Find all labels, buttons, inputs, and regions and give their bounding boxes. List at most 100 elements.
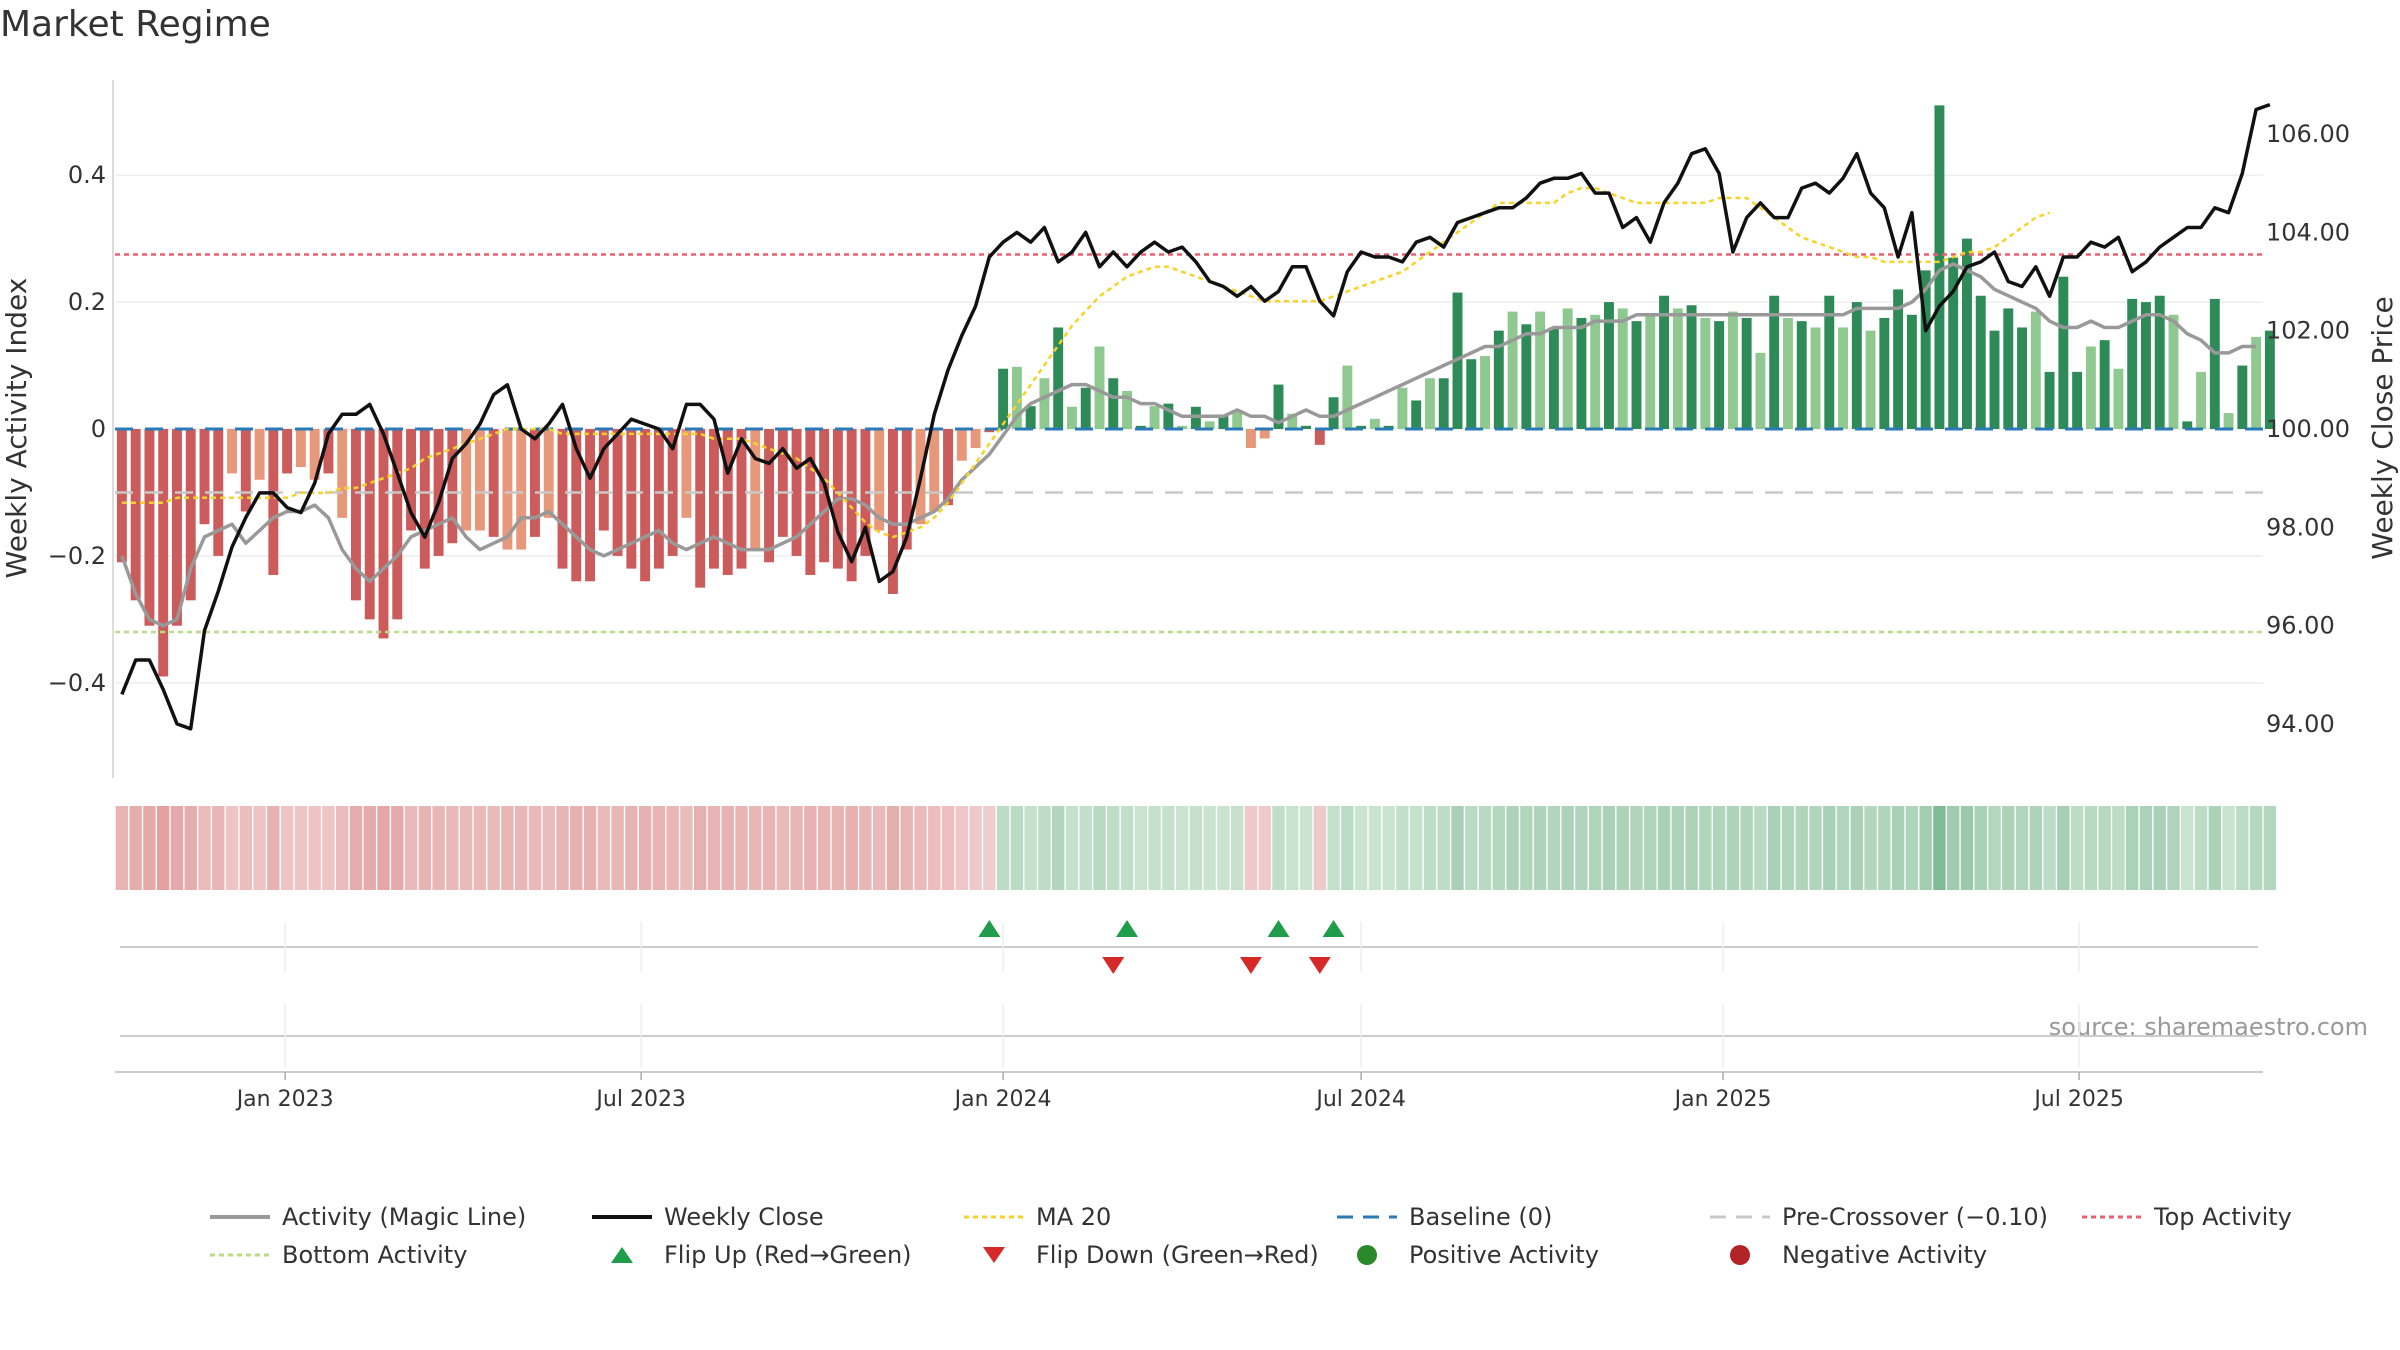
legend-label-baseline: Baseline (0) — [1409, 1203, 1553, 1231]
histogram-bar — [1149, 406, 1160, 429]
regime-strip-cell — [1726, 806, 1740, 890]
histogram-bar — [1232, 409, 1243, 429]
histogram-bar — [1301, 425, 1311, 429]
histogram-bar — [722, 429, 733, 575]
histogram-bar — [1397, 387, 1408, 429]
left-tick-label: 0 — [91, 415, 106, 443]
histogram-bar — [406, 429, 416, 531]
regime-strip-cell — [1451, 806, 1464, 890]
regime-strip-cell — [1671, 806, 1685, 890]
regime-strip-cell — [1864, 806, 1877, 890]
legend-item-activity: Activity (Magic Line) — [210, 1198, 526, 1236]
regime-strip-cell — [1712, 806, 1726, 890]
histogram-bar — [474, 429, 485, 531]
histogram-bar — [433, 429, 444, 556]
regime-strip-cell — [294, 806, 308, 890]
histogram-bar — [1273, 384, 1284, 429]
left-tick-label: −0.4 — [48, 669, 106, 697]
y-axis-label-left: Weekly Activity Index — [0, 278, 33, 579]
regime-strip-cell — [1203, 806, 1216, 890]
histogram-bar — [1700, 317, 1711, 429]
histogram-bar — [956, 429, 967, 461]
histogram-bar — [1080, 387, 1091, 429]
x-tick-labels: Jan 2023 Jul 2023 Jan 2024 Jul 2024 Jan 2025… — [235, 1072, 2124, 1112]
histogram-bar — [1562, 308, 1573, 429]
histogram-bar — [1906, 314, 1917, 429]
flip-markers-panel — [120, 920, 2258, 974]
flip-down-marker — [1102, 957, 1125, 974]
regime-strip-cell — [2249, 806, 2263, 890]
histogram-bar — [172, 429, 182, 626]
legend-item-flip-up: Flip Up (Red→Green) — [592, 1236, 912, 1274]
regime-strip-cell — [1657, 806, 1671, 890]
histogram-bar — [984, 429, 995, 433]
histogram-bar — [2223, 413, 2234, 429]
right-tick-label: 100.00 — [2266, 415, 2350, 443]
regime-strip-cell — [1699, 806, 1712, 890]
histogram-bar — [1425, 378, 1435, 429]
regime-strip-cell — [583, 806, 597, 890]
histogram-bar — [1893, 289, 1904, 429]
histogram-bar — [1962, 238, 1972, 429]
histogram-bar — [488, 429, 499, 537]
histogram-bar — [1218, 416, 1229, 429]
histogram-bar — [1204, 421, 1215, 429]
histogram-bar — [144, 429, 155, 626]
legend-item-flip-down: Flip Down (Green→Red) — [964, 1236, 1319, 1274]
regime-strip-cell — [1258, 806, 1271, 890]
regime-strip-cell — [2002, 806, 2015, 890]
regime-strip-cell — [391, 806, 404, 890]
regime-strip-cell — [1244, 806, 1258, 890]
histogram-bar — [1645, 314, 1656, 429]
regime-strip-cell — [1506, 806, 1519, 890]
histogram-bar — [1659, 295, 1669, 429]
legend-row-2: Bottom Activity Flip Up (Red→Green) Flip… — [210, 1236, 2360, 1274]
regime-strip-cell — [638, 806, 652, 890]
histogram-bar — [1177, 425, 1188, 429]
histogram-bar — [998, 368, 1009, 429]
histogram-bar — [419, 429, 430, 569]
histogram-bar — [1934, 105, 1945, 429]
regime-strip-cell — [941, 806, 955, 890]
regime-strip-cell — [928, 806, 941, 890]
regime-strip-cell — [900, 806, 913, 890]
regime-strip-cell — [473, 806, 487, 890]
legend-swatch-pre-crossover — [1710, 1215, 1770, 1219]
histogram-bar — [1025, 406, 1036, 429]
histogram-bar — [1328, 397, 1339, 429]
histogram-bar — [1135, 425, 1146, 429]
regime-strip-cell — [680, 806, 693, 890]
regime-strip-cell — [349, 806, 363, 890]
histogram-bar — [1576, 317, 1587, 429]
regime-strip-cell — [1327, 806, 1340, 890]
regime-strip-cell — [322, 806, 335, 890]
histogram-bar — [364, 429, 375, 620]
regime-strip-cell — [1630, 806, 1643, 890]
regime-strip-cell — [2139, 806, 2153, 890]
histogram-bar — [1879, 317, 1890, 429]
histogram-bar — [268, 429, 279, 575]
regime-strip-cell — [1988, 806, 2001, 890]
histogram-bar — [1975, 295, 1986, 429]
regime-strip-cell — [487, 806, 500, 890]
histogram-bar — [1011, 366, 1022, 429]
regime-strip-cell — [432, 806, 445, 890]
regime-strip-cell — [1795, 806, 1808, 890]
regime-strip-cell — [1561, 806, 1574, 890]
histogram-bar — [1314, 429, 1325, 445]
histogram-bar — [2168, 314, 2179, 429]
histogram-bar — [1824, 295, 1835, 429]
histogram-bar — [337, 429, 348, 518]
histogram-bar — [1851, 302, 1862, 429]
regime-strip-cell — [1767, 806, 1781, 890]
histogram-bar — [2154, 295, 2165, 429]
histogram-bar — [1796, 321, 1807, 429]
regime-strip-cell — [225, 806, 239, 890]
histogram-bar — [2237, 365, 2248, 429]
histogram-bar — [585, 429, 595, 582]
histogram-bar — [116, 429, 127, 563]
page-title: Market Regime — [0, 4, 271, 45]
regime-strip-cell — [1409, 806, 1423, 890]
regime-strip-cell — [2125, 806, 2139, 890]
